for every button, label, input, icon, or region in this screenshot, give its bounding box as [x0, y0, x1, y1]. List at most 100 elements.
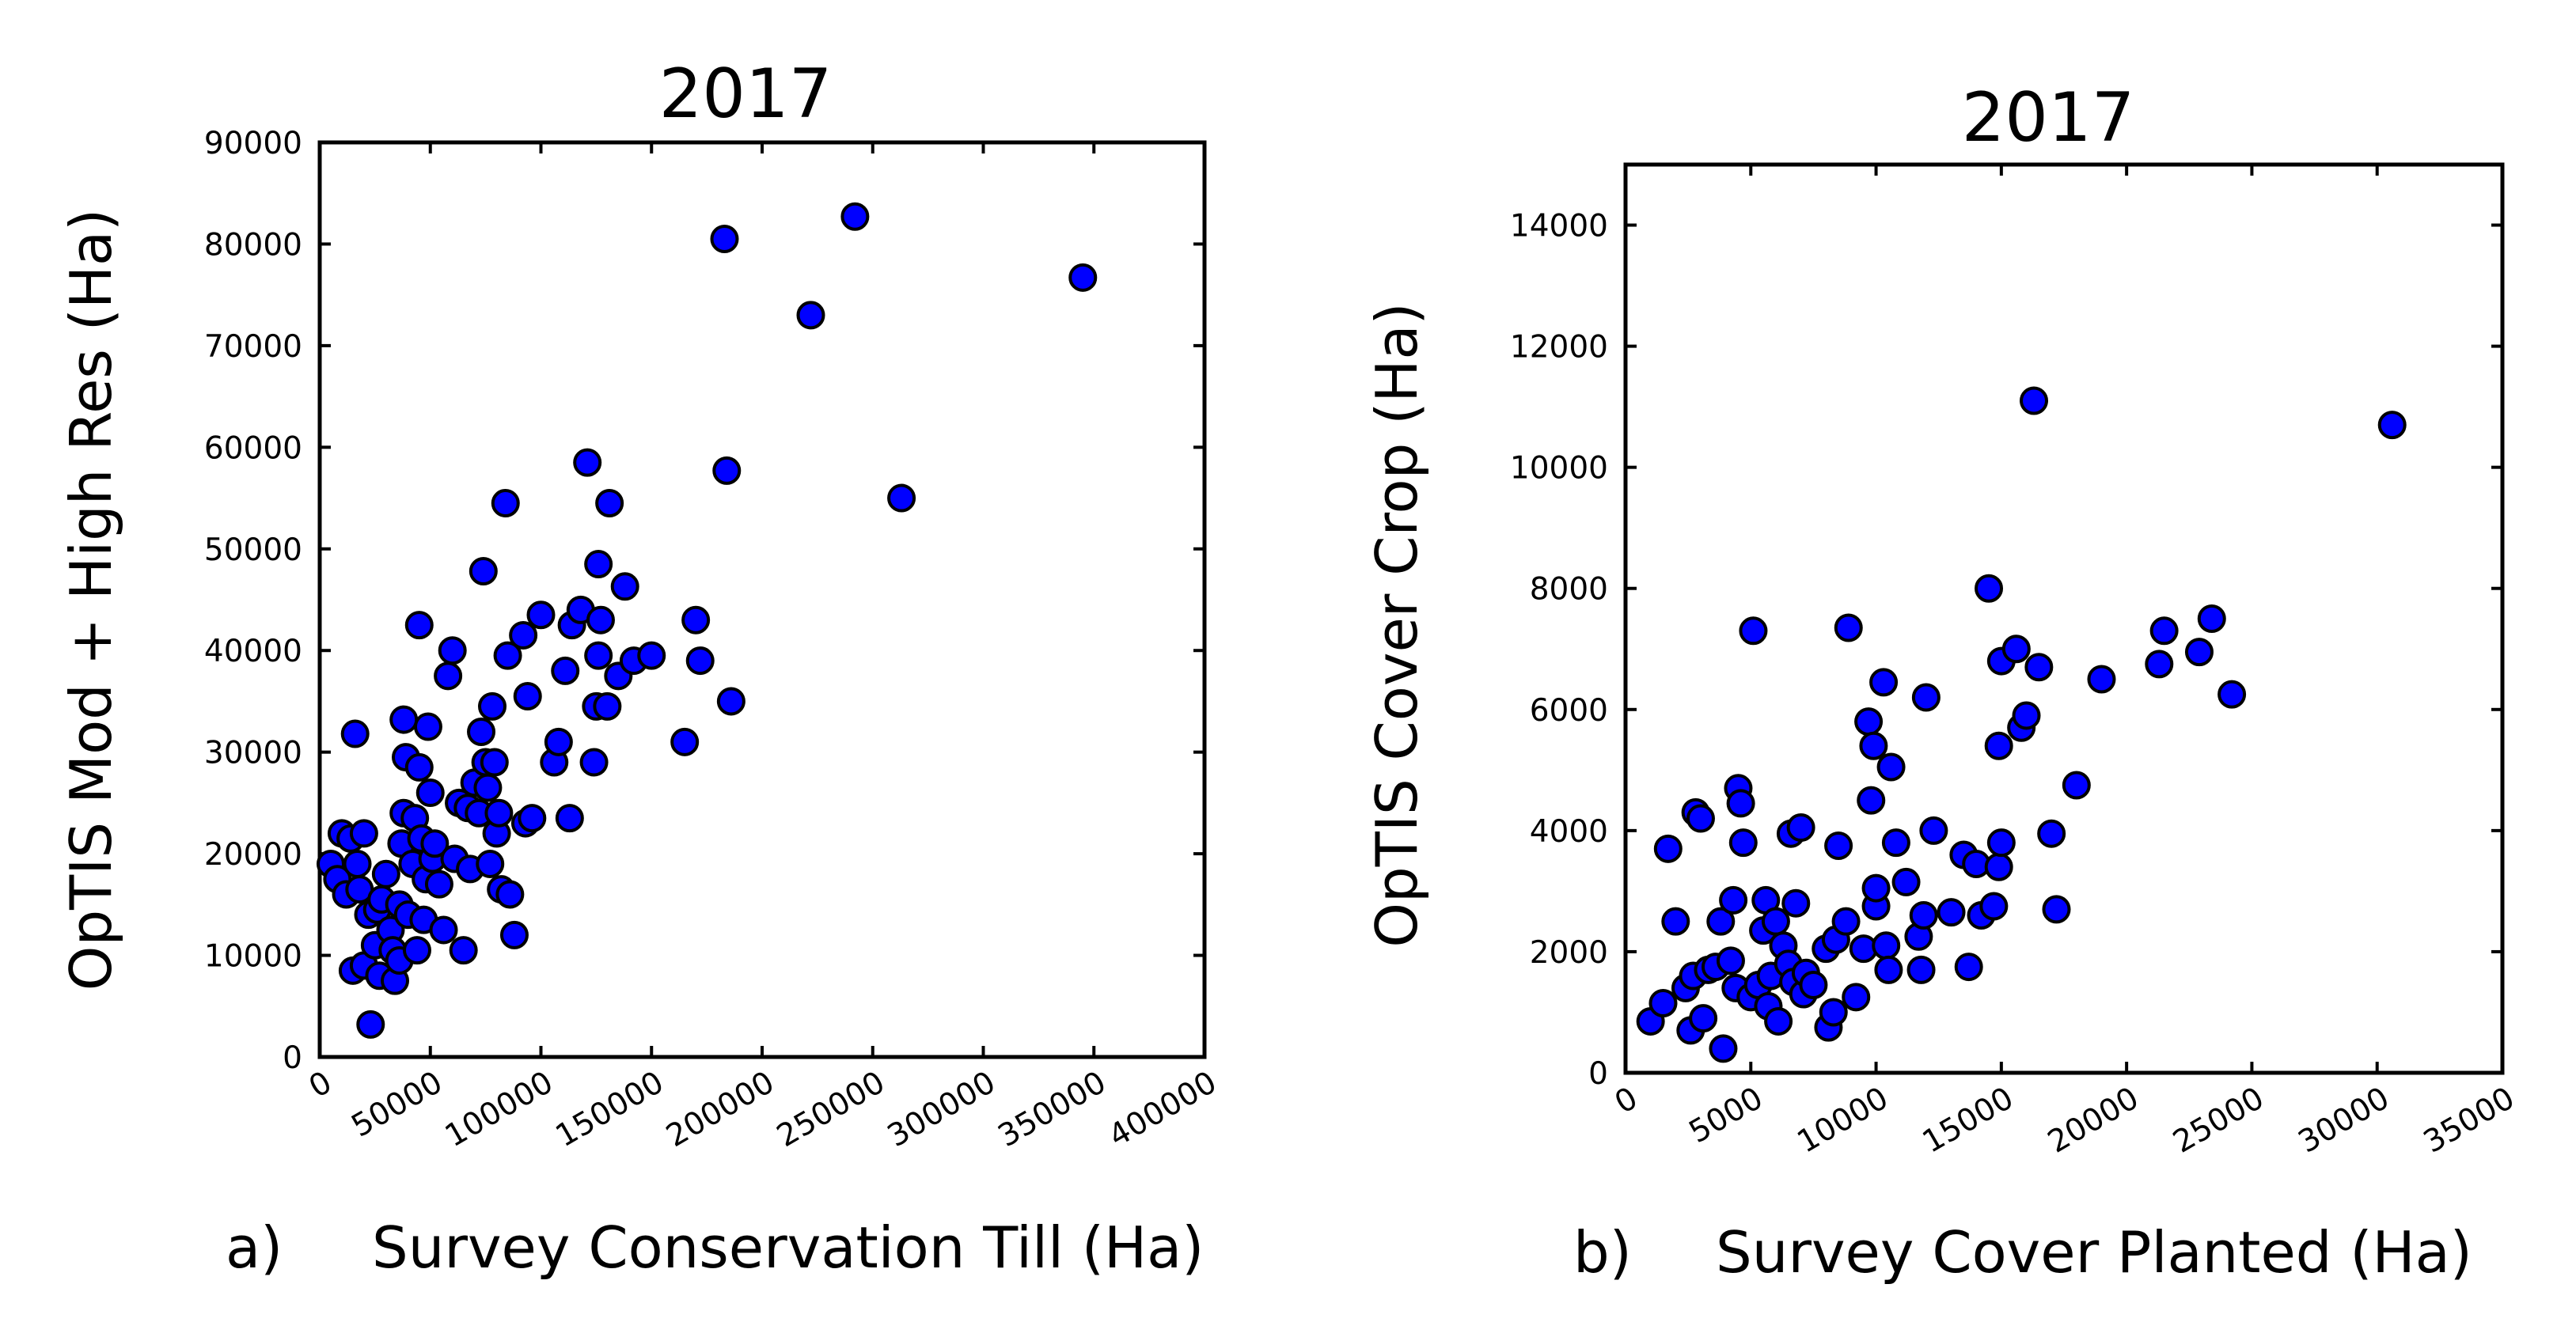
panel-a-point [513, 682, 542, 711]
panel-b-xtick-label: 35000 [2418, 1081, 2521, 1161]
panel-a-point [586, 605, 615, 635]
panel-b-point [1728, 828, 1758, 858]
panel-b-letter: b) [1573, 1219, 1632, 1286]
panel-a-point [469, 557, 498, 586]
panel-a-point [349, 819, 378, 848]
panel-a-xtick-label: 50000 [346, 1065, 449, 1145]
panel-b-point [1686, 804, 1715, 833]
panel-a-ytick-label: 80000 [204, 227, 302, 263]
panel-a-point [712, 456, 742, 485]
panel-a-point [610, 572, 639, 601]
panel-a-ytick-label: 20000 [204, 837, 302, 873]
panel-a-point [340, 719, 370, 748]
panel-b-point [1648, 988, 1678, 1017]
panel-a-point [551, 656, 580, 685]
panel-b-xtick-label: 20000 [2042, 1081, 2145, 1161]
panel-b-xtick-label: 0 [1609, 1081, 1644, 1121]
panel-a-point [438, 636, 467, 665]
panel-a-point [476, 849, 505, 878]
panel-a-point [555, 804, 584, 833]
panel-a-point [467, 717, 496, 746]
panel-b-point [1869, 668, 1899, 697]
panel-a-point [1068, 263, 1098, 292]
panel-b-point [2012, 701, 2041, 730]
panel-b-point [2062, 771, 2091, 800]
panel-b-plot-frame [1623, 162, 2505, 1075]
panel-b-point [1709, 1034, 1738, 1063]
panel-a-point [434, 661, 463, 691]
panel-b-point [2197, 604, 2226, 633]
panel-b-point [2001, 635, 2031, 664]
panel-a-point [796, 301, 825, 330]
panel-b-point [1781, 888, 1811, 918]
panel-b-point [1854, 707, 1884, 737]
panel-b-point [2184, 638, 2214, 667]
panel-a-point [473, 773, 503, 802]
panel-b-point [2042, 895, 2071, 924]
panel-b-point [1719, 885, 1748, 915]
panel-b-point [1874, 955, 1903, 984]
panel-a-point [415, 778, 445, 808]
panel-a-point [356, 1010, 385, 1039]
panel-a-point [710, 225, 739, 254]
panel-a-ytick-label: 0 [283, 1040, 302, 1076]
panel-a-point [637, 641, 666, 670]
panel-a-xtick-label: 150000 [550, 1065, 670, 1154]
panel-a-point [840, 202, 870, 231]
panel-a-point [478, 691, 507, 721]
panel-a-point [413, 712, 442, 741]
panel-b-point [1726, 789, 1755, 818]
panel-a-xtick-label: 200000 [661, 1065, 780, 1154]
panel-a-point [681, 605, 711, 635]
panel-b-points [1636, 386, 2407, 1063]
panel-a-point [371, 859, 400, 888]
panel-b-point [1986, 828, 2016, 858]
panel-b-ytick-label: 6000 [1530, 693, 1608, 729]
panel-b-point [2020, 386, 2049, 415]
panel-a-ytick-label: 90000 [204, 126, 302, 161]
panel-b-xtick-label: 30000 [2293, 1081, 2396, 1161]
panel-a-xtick-label: 300000 [882, 1065, 1001, 1154]
panel-a-point [526, 600, 556, 630]
panel-b-point [1764, 1006, 1793, 1036]
panel-b-ytick-label: 4000 [1530, 814, 1608, 850]
panel-b-ytick-label: 12000 [1510, 330, 1608, 366]
panel-a-point [499, 920, 529, 949]
panel-b-point [1799, 971, 1828, 1000]
panel-b-point [1857, 786, 1886, 815]
panel-a-point [484, 798, 514, 828]
panel-b-point [1891, 867, 1921, 896]
panel-a-point [480, 748, 509, 777]
panel-a-point [420, 829, 450, 858]
panel-a-xtick-label: 400000 [1103, 1065, 1223, 1154]
panel-a-ytick-label: 50000 [204, 532, 302, 568]
panel-a-ytick-label: 70000 [204, 329, 302, 365]
panel-b-point [1919, 816, 1948, 845]
panel-b-point [2149, 616, 2179, 646]
panel-a-point [685, 646, 715, 676]
panel-a-point [579, 748, 609, 777]
panel-b-point [1834, 613, 1863, 642]
panel-a-xlabel: Survey Conservation Till (Ha) [372, 1214, 1204, 1281]
panel-a-point [887, 483, 916, 513]
panel-a-point [716, 687, 745, 716]
panel-b-title: 2017 [1962, 78, 2135, 157]
panel-b-ytick-label: 0 [1588, 1056, 1608, 1092]
panel-a-point [544, 727, 573, 756]
panel-a-ylabel: OpTIS Mod + High Res (Ha) [58, 209, 124, 991]
panel-a-point [584, 550, 613, 579]
panel-b-point [2037, 819, 2066, 848]
panel-b-point [1653, 834, 1683, 863]
panel-b-point [1842, 983, 1871, 1012]
panel-b-point [1872, 931, 1901, 960]
panel-b-point [1661, 907, 1690, 936]
panel-b-xtick-label: 5000 [1683, 1081, 1769, 1151]
panel-a-point [402, 936, 431, 965]
panel-b-point [1831, 907, 1861, 936]
panel-b-point [1716, 946, 1745, 975]
panel-a-point [429, 915, 458, 945]
panel-b-point [1911, 683, 1941, 712]
panel-b-point [1689, 1004, 1718, 1033]
panel-b-point [2024, 653, 2054, 682]
